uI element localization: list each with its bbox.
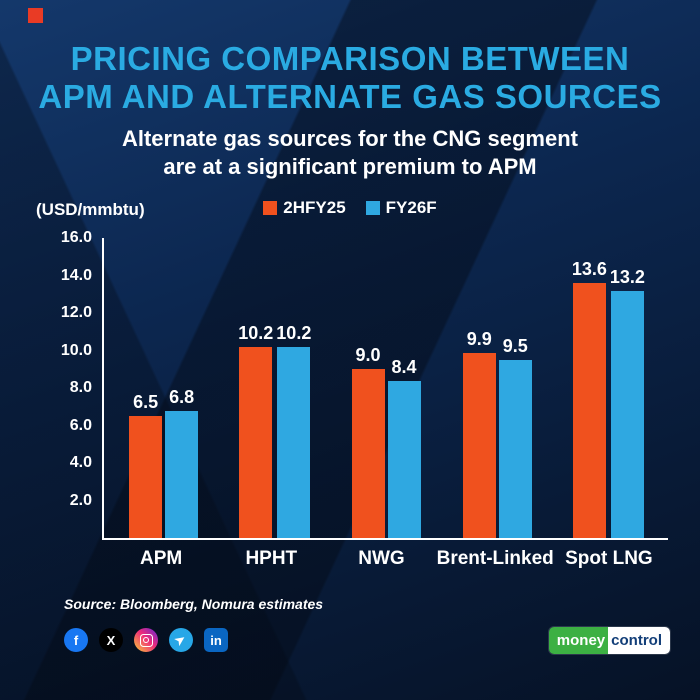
- y-tick-label: 4.0: [69, 454, 92, 472]
- bar-wrap: 6.5: [129, 392, 163, 539]
- category-label: NWG: [358, 548, 405, 570]
- plot-area: 6.5 6.8 10.2 10.2 9.0 8.4 9.9 9.5 13.6 13.2: [104, 238, 668, 539]
- legend-label: FY26F: [385, 198, 437, 218]
- y-tick-label: 10.0: [60, 341, 92, 359]
- bar-group-cell: 13.6 13.2: [553, 238, 664, 539]
- bar-2hfy25: [462, 352, 496, 539]
- bar-2hfy25: [239, 346, 273, 539]
- bar-value-label: 6.8: [169, 386, 195, 407]
- legend-item-2hfy25: 2HFY25: [263, 198, 346, 218]
- y-tick-label: 2.0: [69, 491, 92, 509]
- logo-text-control: control: [608, 627, 670, 654]
- bar-fy26f: [387, 380, 421, 539]
- bar-group-nwg: 9.0 8.4: [351, 345, 421, 539]
- bar-value-label: 9.9: [466, 328, 492, 349]
- bar-group-apm: 6.5 6.8: [129, 386, 199, 539]
- bar-value-label: 13.6: [571, 259, 607, 280]
- bar-group-cell: 10.2 10.2: [219, 238, 330, 539]
- bar-value-label: 9.5: [502, 336, 528, 357]
- instagram-lens-glyph: [143, 637, 150, 644]
- subtitle-line-2: are at a significant premium to APM: [163, 153, 537, 179]
- category-label: HPHT: [245, 548, 298, 570]
- bar-value-label: 13.2: [609, 266, 645, 287]
- category-label: APM: [139, 548, 183, 570]
- source-note: Source: Bloomberg, Nomura estimates: [64, 596, 324, 613]
- subtitle-line-1: Alternate gas sources for the CNG segmen…: [121, 126, 578, 152]
- legend-swatch: [365, 201, 380, 216]
- bar-group-cell: 9.9 9.5: [442, 238, 553, 539]
- bar-wrap: 9.0: [351, 345, 385, 539]
- bar-fy26f: [498, 360, 532, 539]
- bar-group-hpht: 10.2 10.2: [238, 322, 312, 539]
- y-tick-label: 16.0: [60, 229, 92, 247]
- bar-wrap: 9.5: [498, 336, 532, 539]
- x-glyph: X: [106, 632, 116, 648]
- instagram-icon[interactable]: [134, 628, 158, 652]
- bar-value-label: 10.2: [238, 322, 274, 343]
- social-icons-row: f X ➤ in: [64, 628, 228, 652]
- y-axis-tick-labels: 16.0 14.0 12.0 10.0 8.0 6.0 4.0 2.0: [40, 224, 92, 524]
- brand-accent-square: [28, 8, 43, 23]
- page-title: PRICING COMPARISON BETWEEN APM AND ALTER…: [0, 40, 700, 115]
- x-icon[interactable]: X: [99, 628, 123, 652]
- bar-value-label: 10.2: [276, 322, 312, 343]
- linkedin-icon[interactable]: in: [204, 628, 228, 652]
- telegram-glyph: ➤: [171, 631, 189, 649]
- telegram-icon[interactable]: ➤: [169, 628, 193, 652]
- moneycontrol-logo: money control: [548, 627, 670, 654]
- bar-chart: 16.0 14.0 12.0 10.0 8.0 6.0 4.0 2.0 6.5 6.8 10.2 1…: [40, 229, 668, 570]
- bar-wrap: 10.2: [238, 322, 274, 539]
- chart-legend: 2HFY25 FY26F: [0, 198, 700, 218]
- bar-group-spot-lng: 13.6 13.2: [571, 259, 645, 539]
- bar-group-cell: 6.5 6.8: [108, 238, 219, 539]
- linkedin-glyph: in: [210, 632, 222, 648]
- y-tick-label: 8.0: [69, 379, 92, 397]
- instagram-camera-glyph: [139, 633, 153, 647]
- bar-wrap: 6.8: [165, 386, 199, 539]
- bar-value-label: 8.4: [391, 356, 417, 377]
- legend-label: 2HFY25: [283, 198, 346, 218]
- y-tick-label: 6.0: [69, 416, 92, 434]
- y-axis-unit-label: (USD/mmbtu): [36, 200, 145, 220]
- plot-frame: 6.5 6.8 10.2 10.2 9.0 8.4 9.9 9.5 13.6 13.2: [102, 238, 668, 541]
- y-tick-label: 12.0: [60, 304, 92, 322]
- bar-value-label: 6.5: [133, 392, 159, 413]
- bar-2hfy25: [129, 416, 163, 539]
- bar-wrap: 13.6: [571, 259, 607, 539]
- y-tick-label: 14.0: [60, 266, 92, 284]
- bar-2hfy25: [572, 283, 606, 539]
- x-axis-category-labels: APM HPHT NWG Brent-Linked Spot LNG: [102, 548, 668, 570]
- category-label: Brent-Linked: [436, 548, 554, 570]
- bar-wrap: 13.2: [610, 267, 645, 539]
- bar-fy26f: [165, 410, 199, 539]
- title-line-1: PRICING COMPARISON BETWEEN: [70, 40, 630, 77]
- facebook-glyph: f: [73, 632, 79, 648]
- legend-item-fy26f: FY26F: [365, 198, 437, 218]
- page-subtitle: Alternate gas sources for the CNG segmen…: [0, 125, 700, 180]
- bar-wrap: 10.2: [276, 322, 312, 539]
- bar-2hfy25: [351, 369, 385, 539]
- category-label: Spot LNG: [565, 548, 653, 570]
- title-line-2: APM AND ALTERNATE GAS SOURCES: [38, 77, 662, 115]
- logo-text-money: money: [548, 627, 609, 654]
- legend-swatch: [263, 201, 278, 216]
- chart-meta-row: (USD/mmbtu) 2HFY25 FY26F: [0, 198, 700, 224]
- bar-group-brent-linked: 9.9 9.5: [462, 328, 532, 539]
- bar-wrap: 9.9: [462, 328, 496, 539]
- bar-group-cell: 9.0 8.4: [330, 238, 441, 539]
- bar-fy26f: [277, 346, 311, 539]
- facebook-icon[interactable]: f: [64, 628, 88, 652]
- bar-fy26f: [610, 290, 644, 539]
- bar-value-label: 9.0: [355, 345, 381, 366]
- bar-wrap: 8.4: [387, 356, 421, 539]
